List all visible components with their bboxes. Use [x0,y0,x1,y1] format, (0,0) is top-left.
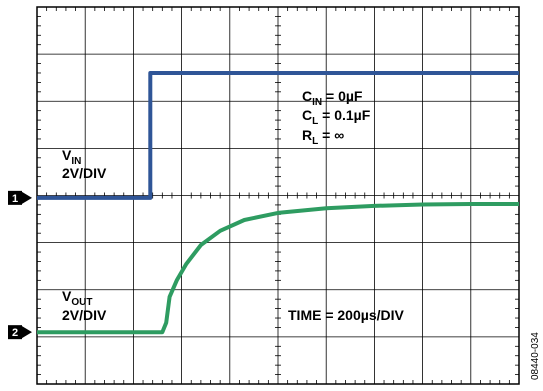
channel-marker-arrow [22,326,32,339]
channel-marker-label: 1 [12,193,18,205]
vin-label: VIN [62,147,81,167]
trace-channel-1 [37,71,519,200]
vin-scale: 2V/DIV [62,165,107,181]
figure-code: 08440-034 [530,332,541,380]
cin-label: CIN = 0µF [302,88,363,108]
channel-marker-2: 2 [8,325,32,340]
graticule [36,6,520,385]
channel-marker-label: 2 [12,327,18,339]
channel-marker-1: 1 [8,190,32,205]
channel-markers: 12 [8,190,32,340]
trace-channel-2 [37,202,519,335]
timebase-label: TIME = 200µs/DIV [288,307,404,323]
traces [37,71,519,335]
channel-marker-box [8,325,22,340]
rl-label: RL = ∞ [302,127,344,147]
vout-scale: 2V/DIV [62,307,107,323]
vout-label: VOUT [62,288,92,308]
channel-marker-arrow [22,191,32,204]
channel-marker-box [8,190,22,205]
cl-label: CL = 0.1µF [302,107,371,127]
